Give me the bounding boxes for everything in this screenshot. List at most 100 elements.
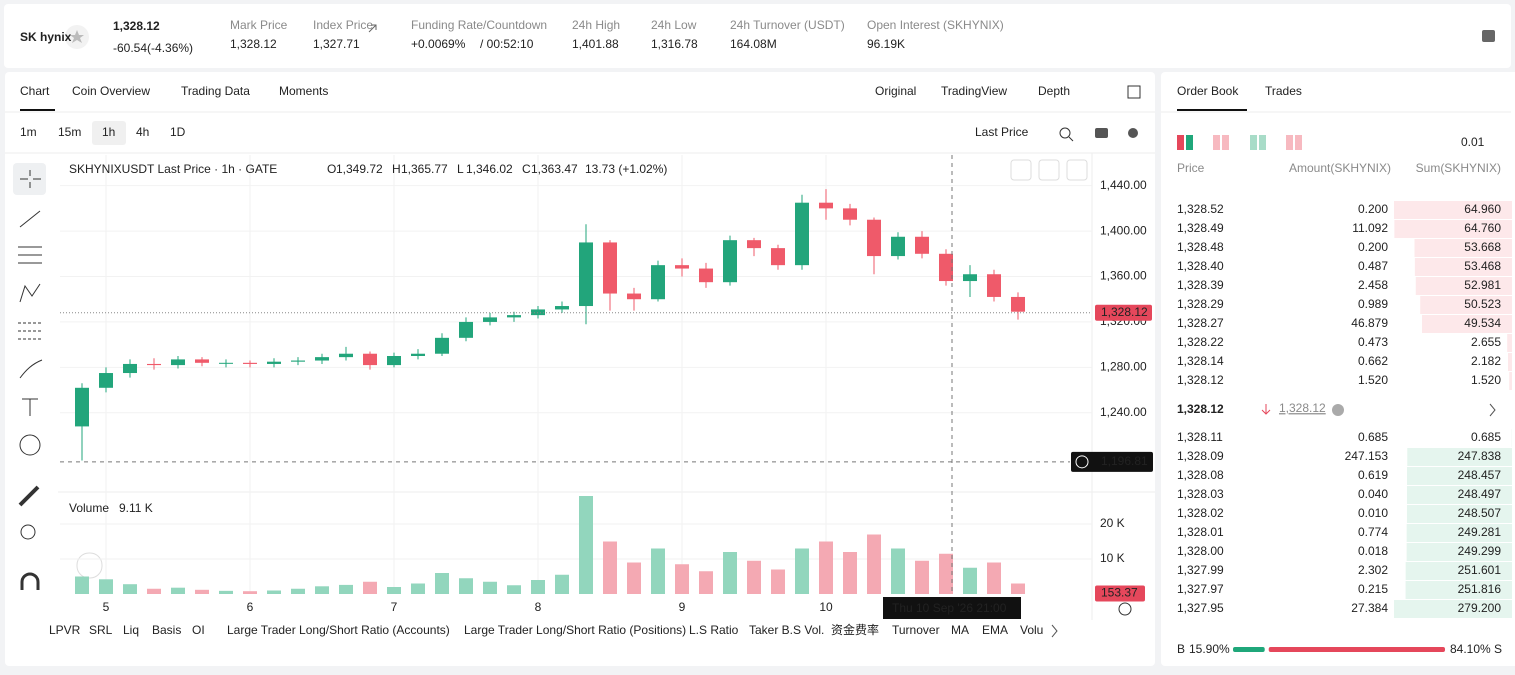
x-tick-label: 8 (535, 600, 542, 614)
interval[interactable]: 1m (20, 125, 37, 139)
price-source[interactable]: Last Price (975, 125, 1029, 139)
candle-body (843, 208, 857, 219)
buy-bar (1233, 647, 1265, 652)
candle-body (507, 315, 521, 317)
ob-sum: 279.200 (1458, 601, 1502, 615)
camera-icon[interactable] (1095, 128, 1108, 138)
indicator[interactable]: Large Trader Long/Short Ratio (Accounts) (227, 623, 450, 637)
y-tick-label: 10 K (1100, 551, 1125, 565)
layout-btn[interactable] (1295, 135, 1302, 150)
ob-price: 1,327.97 (1177, 582, 1224, 596)
ob-sum: 248.497 (1458, 487, 1502, 501)
layout-btn[interactable] (1186, 135, 1193, 150)
ob-sum: 2.182 (1471, 354, 1501, 368)
header-bar (4, 4, 1511, 68)
tv-logo (77, 553, 102, 578)
interval[interactable]: 15m (58, 125, 81, 139)
layout-btn[interactable] (1250, 135, 1257, 150)
ob-tab[interactable]: Order Book (1177, 84, 1239, 98)
candle-body (939, 254, 953, 281)
ob-sum: 53.668 (1464, 240, 1501, 254)
volume-bar (915, 561, 929, 594)
tool-selected (13, 163, 46, 195)
view-tab[interactable]: Original (875, 84, 916, 98)
volume-bar (579, 496, 593, 594)
view-tab[interactable]: Depth (1038, 84, 1070, 98)
ohlc-value: 1,365.77 (401, 162, 448, 176)
ohlc-key: H (392, 162, 401, 176)
candle-body (483, 317, 497, 322)
tab[interactable]: Chart (20, 84, 50, 98)
indicator[interactable]: L.S Ratio (689, 623, 739, 637)
depth-bar (1507, 334, 1512, 352)
candle-body (243, 363, 257, 364)
ob-price: 1,328.49 (1177, 221, 1224, 235)
tab[interactable]: Coin Overview (72, 84, 150, 98)
candle-body (339, 354, 353, 357)
layout-btn[interactable] (1286, 135, 1293, 150)
volume-bar (435, 573, 449, 594)
indicator[interactable]: Volu (1020, 623, 1043, 637)
interval[interactable]: 1h (102, 125, 115, 139)
volume-bar (651, 549, 665, 595)
volume-bar (1011, 584, 1025, 595)
ob-amount: 0.487 (1358, 259, 1388, 273)
mid-price: 1,328.12 (1177, 402, 1224, 416)
ob-price: 1,328.12 (1177, 373, 1224, 387)
candle-body (219, 363, 233, 364)
volume-bar (939, 554, 953, 594)
menu-icon[interactable] (1482, 30, 1495, 42)
candle-body (723, 240, 737, 282)
ohlc-value: 1,363.47 (531, 162, 578, 176)
indicator[interactable]: LPVR (49, 623, 81, 637)
candle-body (195, 359, 209, 362)
tab[interactable]: Trading Data (181, 84, 250, 98)
volume-bar (411, 584, 425, 595)
volume-bar (243, 591, 257, 594)
indicator[interactable]: Large Trader Long/Short Ratio (Positions… (464, 623, 686, 637)
indicator[interactable]: Turnover (892, 623, 940, 637)
indicator[interactable]: Liq (123, 623, 139, 637)
indicator[interactable]: EMA (982, 623, 1008, 637)
precision[interactable]: 0.01 (1461, 135, 1485, 149)
ob-amount: 0.662 (1358, 354, 1388, 368)
indicator[interactable]: Taker B.S Vol. (749, 623, 824, 637)
ob-amount: 0.018 (1358, 544, 1388, 558)
buy-key: B (1177, 642, 1185, 656)
candle-body (363, 354, 377, 365)
ob-price: 1,328.22 (1177, 335, 1224, 349)
tab[interactable]: Moments (279, 84, 328, 98)
ob-price: 1,328.14 (1177, 354, 1224, 368)
indicator[interactable]: 资金费率 (831, 622, 879, 637)
ob-tab[interactable]: Trades (1265, 84, 1302, 98)
interval[interactable]: 1D (170, 125, 186, 139)
volume-bar (987, 563, 1001, 595)
layout-btn[interactable] (1259, 135, 1266, 150)
ob-sum: 1.520 (1471, 373, 1501, 387)
chart-btn[interactable] (1011, 160, 1031, 180)
ob-amount: 0.473 (1358, 335, 1388, 349)
ob-amount: 0.774 (1358, 525, 1388, 539)
indicator[interactable]: SRL (89, 623, 113, 637)
volume-bar (555, 575, 569, 594)
layout-btn[interactable] (1213, 135, 1220, 150)
settings-icon[interactable] (1128, 128, 1138, 138)
chart-btn[interactable] (1039, 160, 1059, 180)
indicator[interactable]: Basis (152, 623, 181, 637)
volume-bar (75, 577, 89, 595)
indicator[interactable]: MA (951, 623, 969, 637)
chart-btn[interactable] (1067, 160, 1087, 180)
depth-bar (1508, 353, 1512, 371)
candle-body (603, 242, 617, 293)
ob-amount: 46.879 (1351, 316, 1388, 330)
indicator[interactable]: OI (192, 623, 205, 637)
last-price: 1,328.12 (113, 19, 160, 33)
layout-btn[interactable] (1177, 135, 1184, 150)
stat-label: Mark Price (230, 18, 288, 32)
interval[interactable]: 4h (136, 125, 149, 139)
ob-sum: 249.299 (1458, 544, 1502, 558)
view-tab[interactable]: TradingView (941, 84, 1007, 98)
stat-value: 1,401.88 (572, 37, 619, 51)
candle-body (267, 362, 281, 364)
layout-btn[interactable] (1222, 135, 1229, 150)
